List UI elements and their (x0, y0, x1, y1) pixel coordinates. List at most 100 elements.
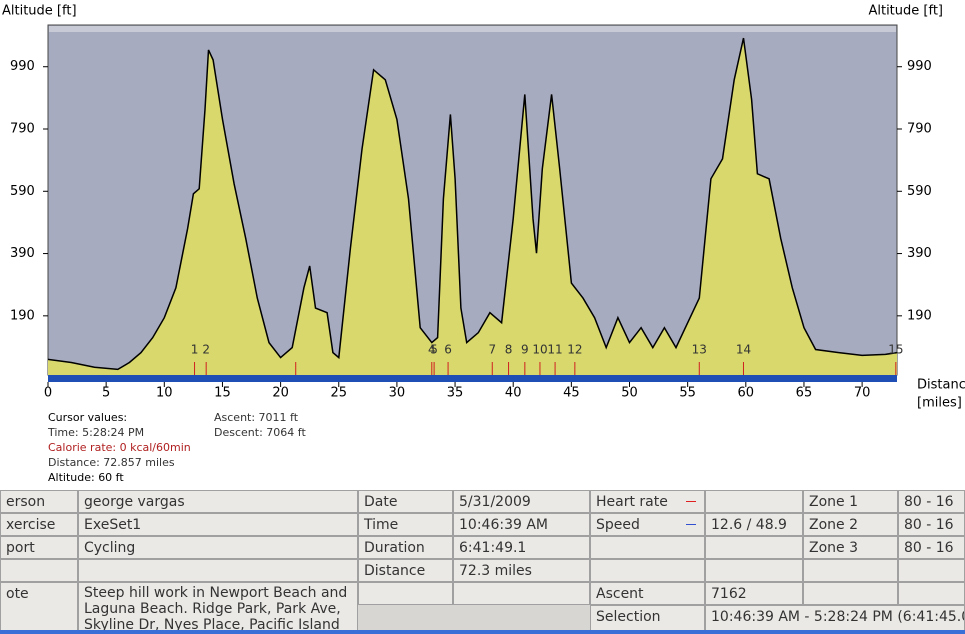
y-tick-label: 590 (10, 184, 35, 199)
lap-label: 9 (521, 343, 529, 357)
lap-label: 4 (428, 343, 436, 357)
table-cell: Zone 2 (803, 513, 898, 536)
table-cell: 7162 (705, 582, 803, 605)
table-cell: Date (358, 490, 453, 513)
x-axis-label: [miles] (917, 396, 962, 411)
lap-label: 1 (191, 343, 199, 357)
table-cell: ote (0, 582, 78, 634)
x-tick-label: 30 (389, 386, 406, 401)
table-cell (705, 490, 803, 513)
table-cell: george vargas (78, 490, 358, 513)
lap-label: 12 (567, 343, 582, 357)
table-cell: 6:41:49.1 (453, 536, 590, 559)
altitude-area (48, 38, 897, 375)
y-tick-label: 390 (10, 246, 35, 261)
table-cell: Time (358, 513, 453, 536)
x-tick-label: 20 (272, 386, 289, 401)
speed-key (686, 524, 696, 525)
x-tick-label: 40 (505, 386, 522, 401)
table-cell (803, 559, 898, 582)
x-tick-label: 55 (679, 386, 696, 401)
table-cell: Ascent (590, 582, 705, 605)
x-tick-label: 60 (738, 386, 755, 401)
table-cell: Selection (590, 605, 705, 634)
lap-label: 6 (444, 343, 452, 357)
altitude-line (47, 37, 898, 371)
lap-label: 8 (505, 343, 513, 357)
y-axis-label: Altitude [ft] (2, 4, 77, 19)
table-cell: 72.3 miles (453, 559, 590, 582)
lap-label: 14 (736, 343, 751, 357)
x-tick-label: 70 (854, 386, 871, 401)
table-cell: Distance (358, 559, 453, 582)
x-tick-label: 10 (156, 386, 173, 401)
lap-label: 15 (888, 343, 903, 357)
table-cell: 80 - 16 (898, 490, 965, 513)
cursor-time: Time: 5:28:24 PM (47, 426, 144, 439)
lap-label: 5 (430, 343, 438, 357)
table-cell (898, 582, 965, 605)
lap-label: 13 (692, 343, 707, 357)
x-tick-label: 5 (102, 386, 110, 401)
table-cell (590, 536, 705, 559)
cursor-calorie: Calorie rate: 0 kcal/60min (48, 441, 191, 454)
y2-axis-label: Altitude [ft] (868, 4, 943, 19)
table-cell: 80 - 16 (898, 536, 965, 559)
table-cell: port (0, 536, 78, 559)
cursor-descent: Descent: 7064 ft (214, 426, 306, 439)
heart-rate-key (686, 501, 696, 502)
table-cell (0, 559, 78, 582)
table-cell: Zone 3 (803, 536, 898, 559)
table-cell (590, 559, 705, 582)
table-cell: Speed (590, 513, 705, 536)
table-cell (705, 536, 803, 559)
x-tick-label: 25 (330, 386, 347, 401)
x-tick-label: 50 (621, 386, 638, 401)
lap-label: 7 (488, 343, 496, 357)
table-cell: ExeSet1 (78, 513, 358, 536)
cursor-title: Cursor values: (48, 411, 127, 424)
y-tick-label: 790 (10, 122, 35, 137)
cursor-ascent: Ascent: 7011 ft (214, 411, 299, 424)
table-cell: 10:46:39 AM (453, 513, 590, 536)
chart: Altitude [ft] Altitude [ft] Distance [mi… (2, 4, 965, 485)
table-cell: Zone 1 (803, 490, 898, 513)
table-cell (705, 559, 803, 582)
table-cell: Heart rate (590, 490, 705, 513)
table-cell: Cycling (78, 536, 358, 559)
info-table: erson george vargas Date 5/31/2009 Heart rat… (0, 490, 965, 634)
x-tick-label: 65 (796, 386, 813, 401)
table-cell (358, 582, 453, 605)
table-cell: 5/31/2009 (453, 490, 590, 513)
lap-label: 11 (547, 343, 562, 357)
table-cell: Duration (358, 536, 453, 559)
y2-tick-label: 990 (907, 59, 932, 74)
y-tick-label: 190 (10, 308, 35, 323)
table-cell: Steep hill work in Newport Beach and Lag… (78, 582, 358, 634)
table-cell: xercise (0, 513, 78, 536)
table-cell: 80 - 16 (898, 513, 965, 536)
x-axis-label: Distance (917, 378, 965, 393)
distance-bar (48, 375, 897, 382)
lap-label: 2 (202, 343, 210, 357)
y2-tick-label: 790 (907, 122, 932, 137)
cursor-altitude: Altitude: 60 ft (48, 471, 124, 484)
taskbar-edge (0, 630, 965, 634)
table-cell: erson (0, 490, 78, 513)
cursor-distance: Distance: 72.857 miles (48, 456, 175, 469)
x-tick-label: 15 (214, 386, 231, 401)
lap-label: 10 (532, 343, 547, 357)
y-tick-label: 990 (10, 59, 35, 74)
table-cell: 12.6 / 48.9 (705, 513, 803, 536)
plot-top-strip (49, 26, 896, 32)
table-cell (898, 559, 965, 582)
y2-tick-label: 190 (907, 308, 932, 323)
table-cell (78, 559, 358, 582)
y2-tick-label: 590 (907, 184, 932, 199)
y2-tick-label: 390 (907, 246, 932, 261)
table-cell (453, 582, 590, 605)
x-tick-label: 35 (447, 386, 464, 401)
x-tick-label: 45 (563, 386, 580, 401)
table-cell (803, 582, 898, 605)
